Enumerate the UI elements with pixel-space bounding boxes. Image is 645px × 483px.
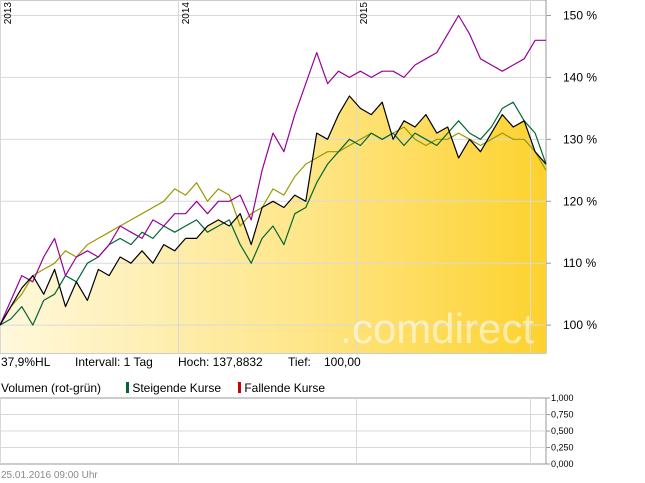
x-axis-year-label: 2014: [181, 2, 192, 25]
volume-tick-label: 1,000: [551, 393, 574, 403]
low-value: 100,00: [324, 355, 361, 369]
series-line-black: [0, 95, 547, 326]
y-axis-ticks: 150 % 140 % 130 % 120 % 110 % 100 %: [546, 8, 597, 332]
y-tick-label: 120 %: [563, 194, 597, 208]
high-value: Hoch: 137,8832: [178, 355, 263, 369]
main-plot-area: .comdirect 2013 2014 2015 150 %140 %130 %1…: [0, 0, 597, 354]
info-bar: 37,9%HL Intervall: 1 Tag Hoch: 137,8832 …: [0, 355, 645, 371]
watermark: .comdirect: [340, 305, 534, 352]
volume-tick-label: 0,750: [551, 410, 574, 420]
rising-label: Steigende Kurse: [132, 381, 222, 395]
falling-swatch-icon: [238, 382, 241, 393]
volume-title: Volumen (rot-grün): [1, 381, 102, 395]
volume-horizontal-gridlines: [0, 414, 546, 448]
area-fill: [0, 96, 546, 353]
vertical-gridlines: [0, 0, 531, 353]
x-axis-year-label: 2013: [3, 2, 14, 25]
change-percent: 37,9%HL: [1, 355, 51, 369]
volume-tick-label: 0,000: [551, 459, 574, 469]
volume-tick-label: 0,500: [551, 426, 574, 436]
y-tick-label: 110 %: [563, 256, 596, 270]
series-line-green: [0, 101, 547, 326]
low-label: Tief:: [288, 355, 311, 369]
volume-tick-label: 0,250: [551, 443, 574, 453]
series-lines: [0, 14, 547, 326]
y-tick-label: 140 %: [563, 70, 597, 84]
timestamp: 25.01.2016 09:00 Uhr: [1, 470, 98, 481]
x-axis-year-label: 2015: [359, 2, 370, 25]
series-line-purple: [0, 14, 546, 326]
volume-plot: 1,000 0,750 0,500 0,250 0,000: [0, 393, 574, 469]
x-axis-labels: 2013 2014 2015: [3, 2, 370, 25]
rising-swatch-icon: [126, 382, 129, 393]
y-tick-label: 100 %: [563, 318, 597, 332]
interval-label: Intervall: 1 Tag: [75, 355, 153, 369]
legend-falling: Fallende Kurse: [238, 381, 325, 395]
volume-y-axis-ticks: 1,000 0,750 0,500 0,250 0,000: [546, 393, 574, 469]
y-tick-label: 150 %: [563, 8, 597, 22]
series-line-olive: [0, 126, 547, 326]
y-tick-label: 130 %: [563, 132, 597, 146]
legend-rising: Steigende Kurse: [126, 381, 221, 395]
falling-label: Fallende Kurse: [244, 381, 326, 395]
volume-vertical-gridlines: [0, 398, 531, 464]
